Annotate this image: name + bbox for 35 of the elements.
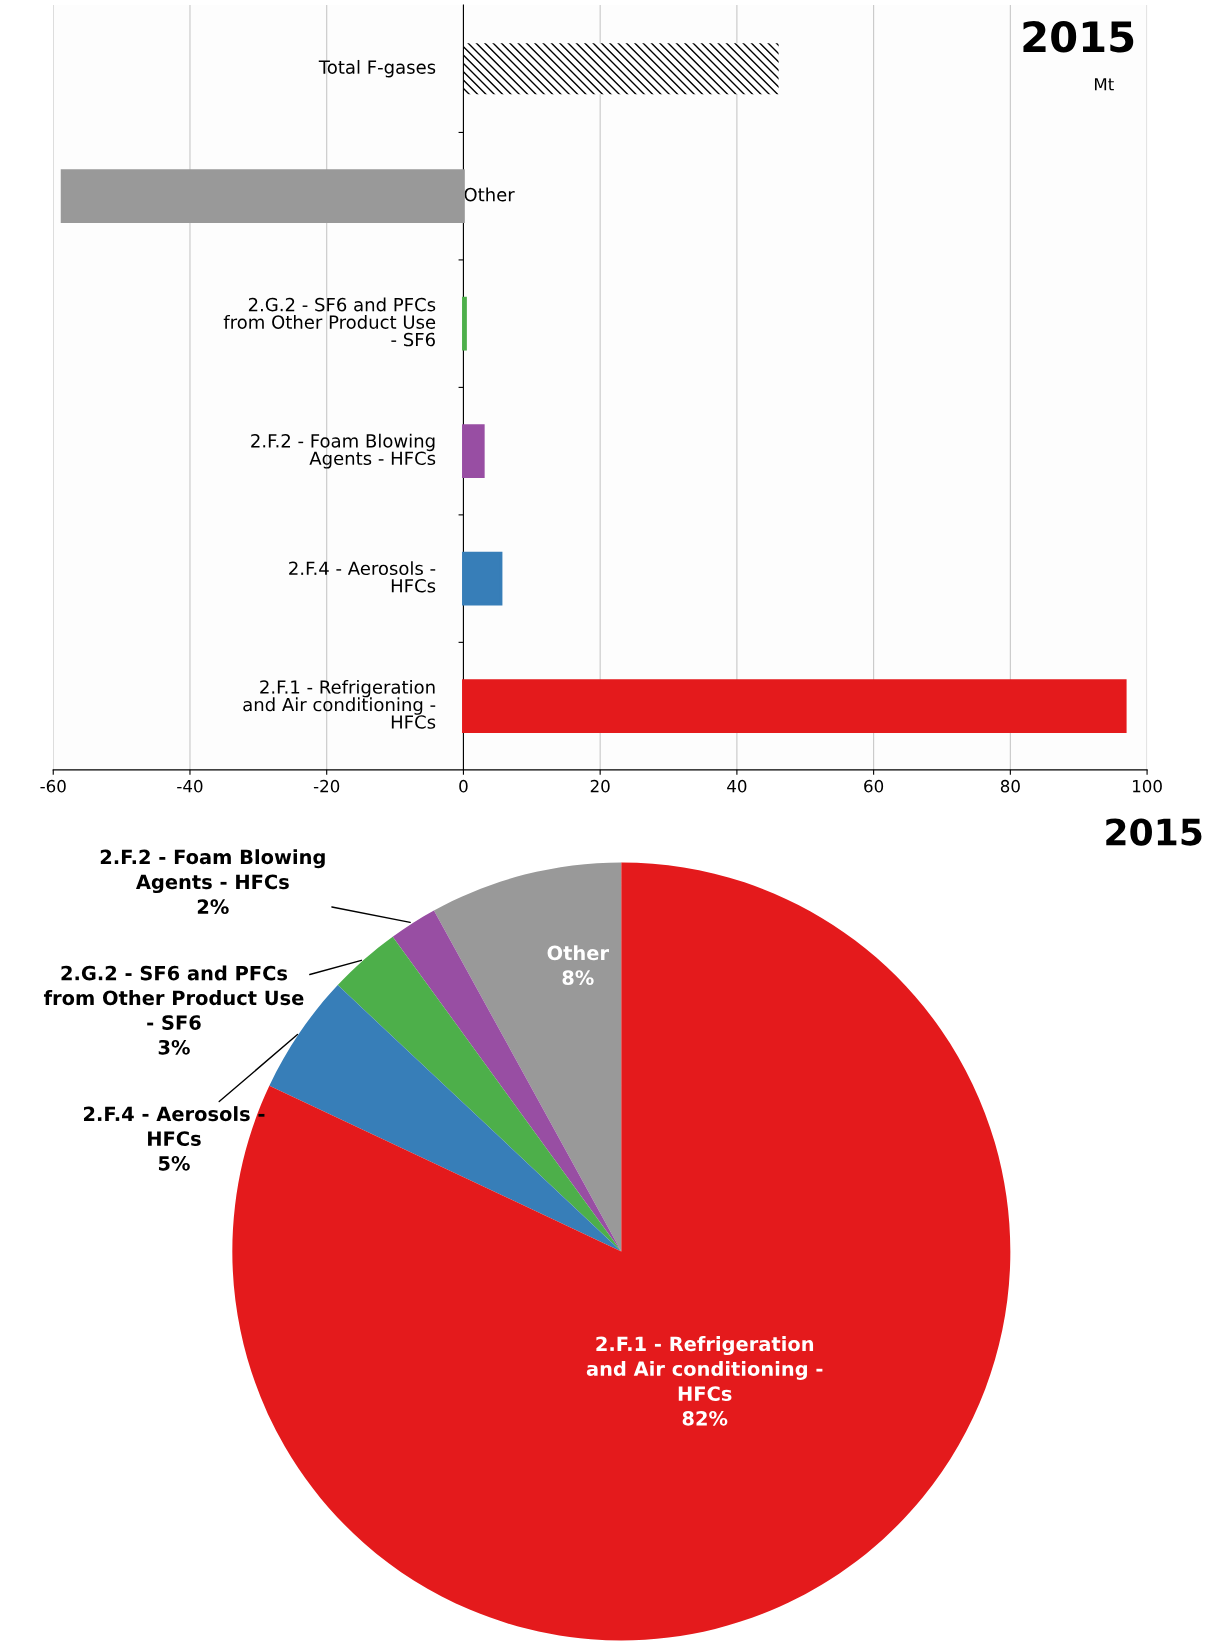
slice-label: 2.F.2 - Foam Blowing Agents - HFCs	[100, 849, 325, 894]
slice-label: Other	[547, 945, 609, 961]
x-tick-label: 20	[590, 779, 610, 793]
bar	[462, 424, 485, 479]
data-label: 5%	[158, 1155, 190, 1171]
slice-label: 2.G.2 - SF6 and PFCs from Other Product Use - SF6	[43, 965, 304, 1030]
y-tick-label: 2.F.1 - Refrigeration and Air conditioning - HFCs	[243, 679, 436, 729]
text: 2015	[1106, 818, 1202, 846]
data-label: 8%	[562, 970, 594, 985]
bar	[60, 169, 465, 224]
x-tick-label: 80	[1000, 779, 1020, 793]
y-tick-label: 2.F.4 - Aerosols - HFCs	[289, 561, 436, 593]
slice-label: 2.F.1 - Refrigeration and Air conditioning - HFCs	[586, 1336, 823, 1401]
x-tick-label: -40	[177, 779, 203, 793]
bar	[462, 679, 1127, 733]
x-tick-label: 60	[864, 779, 884, 793]
pie-slice	[433, 862, 622, 1252]
y-tick-label: Total F-gases	[318, 59, 436, 78]
data-label: 82%	[682, 1410, 728, 1426]
x-tick-label: 0	[459, 779, 468, 793]
bar	[462, 296, 467, 351]
bar	[462, 551, 503, 606]
x-tick-label: 40	[727, 779, 747, 793]
chart-title: 2015	[1023, 20, 1134, 53]
x-tick-label: 100	[1133, 779, 1162, 793]
slice-label: 2.F.4 - Aerosols - HFCs	[83, 1106, 265, 1146]
y-tick-label: 2.G.2 - SF6 and PFCs from Other Product Use - SF6	[223, 297, 436, 347]
pie-slice	[392, 910, 622, 1252]
x-tick-label: -60	[40, 779, 66, 793]
pie-slice	[337, 936, 622, 1252]
data-label: 2%	[197, 899, 229, 915]
x-tick-label: -20	[313, 779, 340, 793]
data-label: 3%	[158, 1039, 190, 1055]
text: Mt	[1094, 78, 1114, 91]
y-tick-label: 2.F.2 - Foam Blowing Agents - HFCs	[251, 433, 436, 469]
